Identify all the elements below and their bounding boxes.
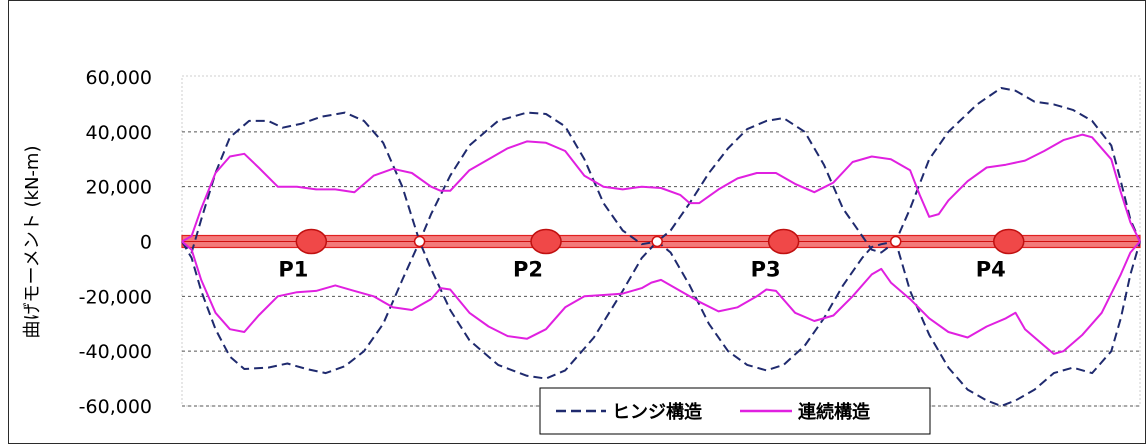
y-tick-label: -20,000 — [79, 286, 152, 308]
pier-marker — [295, 228, 328, 255]
series-lines — [181, 87, 1141, 407]
pier-label: P4 — [976, 258, 1006, 282]
legend-box — [539, 387, 931, 435]
series-line-continuous-lower — [181, 240, 1141, 355]
y-tick-label: -40,000 — [79, 341, 152, 363]
legend: ヒンジ構造 連続構造 — [539, 387, 931, 435]
y-tick-label: 20,000 — [86, 177, 152, 199]
legend-label-continuous: 連続構造 — [798, 401, 870, 423]
hinge-marker — [651, 235, 663, 248]
hinge-markers — [413, 235, 902, 248]
series-line-continuous-upper — [181, 133, 1141, 243]
legend-label-hinge: ヒンジ構造 — [612, 401, 702, 423]
y-tick-label: 0 — [140, 232, 152, 254]
pier-label: P1 — [278, 258, 308, 282]
pier-marker — [530, 228, 562, 255]
pier-marker — [767, 228, 800, 255]
y-tick-label: 40,000 — [86, 122, 152, 144]
series-line-hinge-upper — [181, 87, 1141, 380]
pier-markers: P1 P2 P3 P4 — [278, 228, 1025, 282]
y-axis-ticks: 60,000 40,000 20,000 0 -20,000 -40,000 -60,000 — [79, 67, 152, 418]
pier-marker — [993, 228, 1025, 255]
grid-lines — [182, 131, 1140, 407]
series-line-hinge-lower — [181, 111, 1141, 407]
y-tick-label: 60,000 — [86, 67, 152, 89]
pier-label: P2 — [513, 258, 543, 282]
y-axis-label: 曲げモーメント (kN-m) — [22, 146, 43, 339]
hinge-marker — [889, 235, 902, 248]
hinge-marker — [413, 235, 426, 248]
y-tick-label: -60,000 — [79, 396, 152, 418]
pier-label: P3 — [751, 258, 781, 282]
